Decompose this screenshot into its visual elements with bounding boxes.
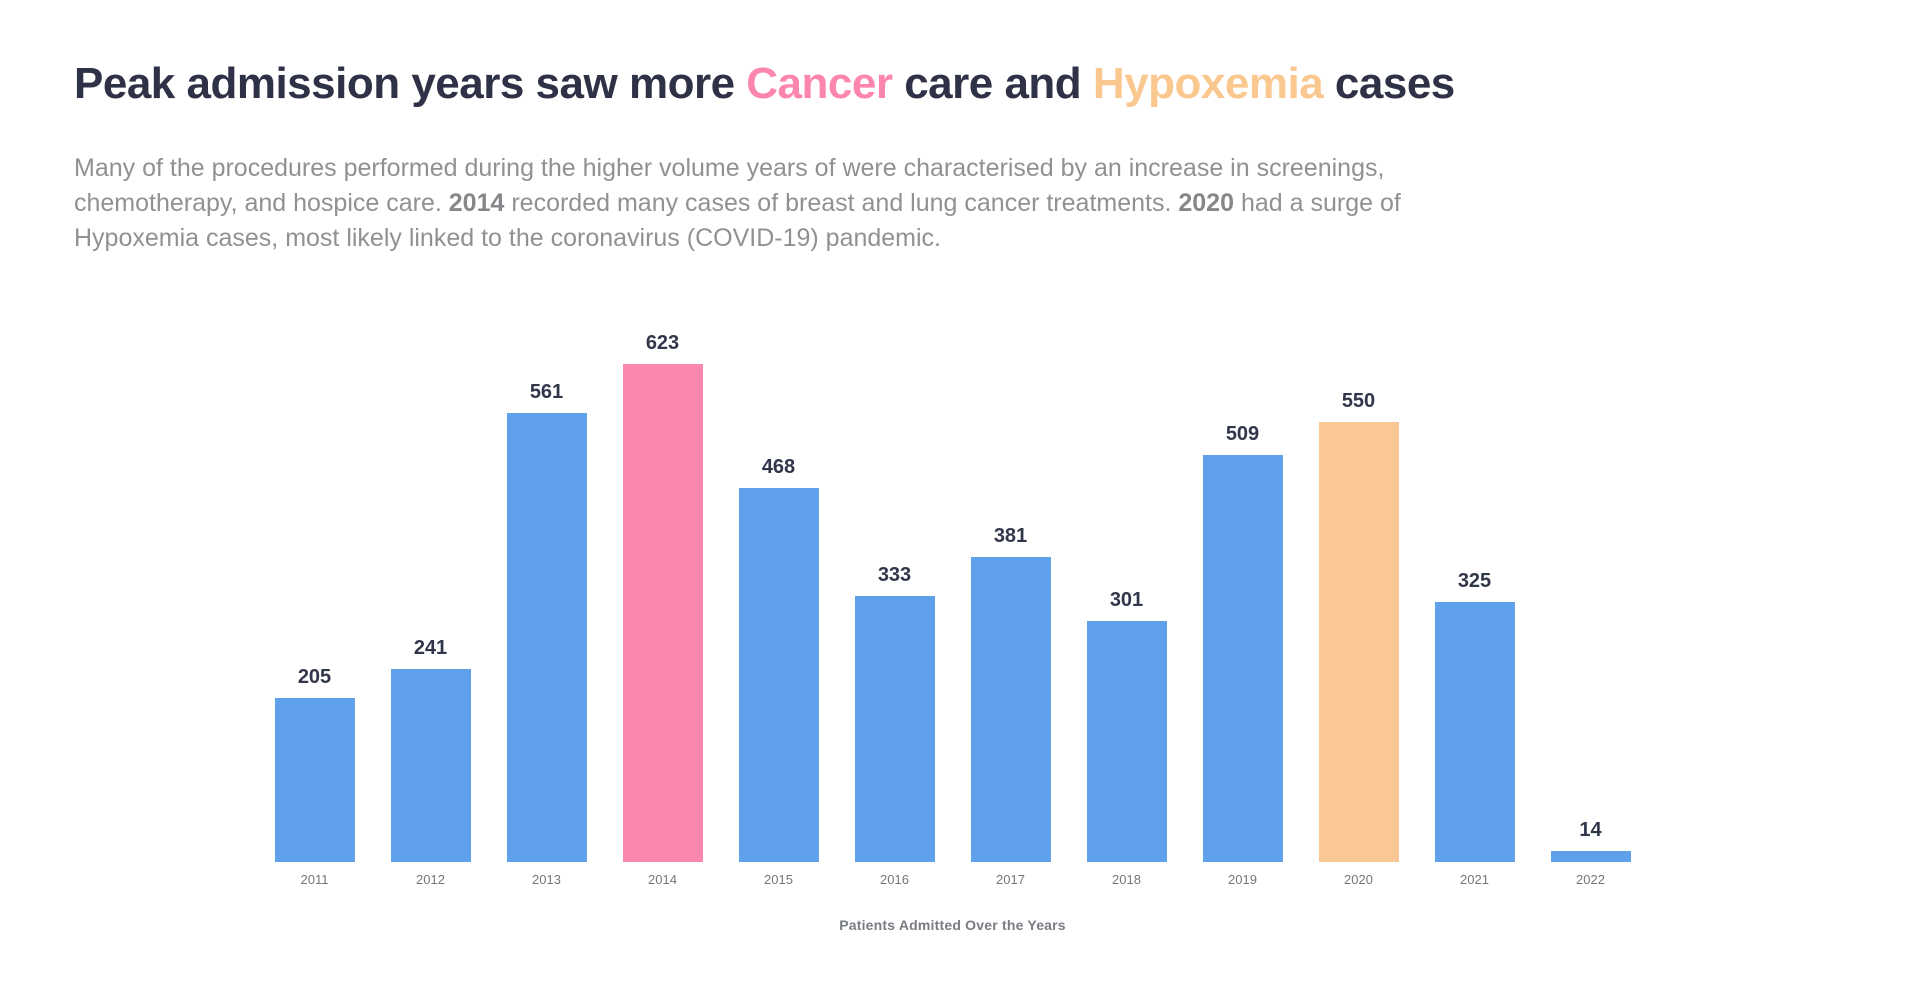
subtitle-year-2014: 2014 bbox=[448, 188, 505, 217]
bar-column-2017: 381 2017 bbox=[970, 524, 1051, 889]
bar-column-2013: 561 2013 bbox=[506, 380, 587, 889]
bar-2022 bbox=[1550, 850, 1631, 862]
bar-value-label: 241 bbox=[413, 636, 448, 659]
bar-value-label: 468 bbox=[761, 455, 796, 478]
bar-value-label: 14 bbox=[1579, 818, 1602, 841]
title-text-3: cases bbox=[1334, 59, 1455, 108]
bar-2013 bbox=[506, 412, 587, 862]
bar-value-label: 381 bbox=[993, 524, 1028, 547]
title-cancer-highlight: Cancer bbox=[746, 59, 893, 108]
bar-chart: 205 2011 241 2012 561 2013 623 2014 468 2015 333 20… bbox=[0, 332, 1905, 933]
bar-column-2015: 468 2015 bbox=[738, 455, 819, 889]
subtitle-year-2020: 2020 bbox=[1178, 188, 1234, 217]
subtitle-line-2: chemotherapy, and hospice care. 2014 rec… bbox=[74, 188, 1401, 217]
x-tick-label: 2020 bbox=[1344, 871, 1373, 887]
bar-column-2019: 509 2019 bbox=[1202, 422, 1283, 889]
bar-2018 bbox=[1086, 620, 1167, 862]
bar-column-2022: 14 2022 bbox=[1550, 818, 1631, 889]
bar-value-label: 205 bbox=[297, 665, 332, 688]
x-tick-label: 2013 bbox=[532, 871, 561, 887]
bar-2021 bbox=[1434, 601, 1515, 862]
bars-row: 205 2011 241 2012 561 2013 623 2014 468 2015 333 20… bbox=[274, 331, 1631, 889]
bar-value-label: 550 bbox=[1341, 389, 1376, 412]
x-tick-label: 2022 bbox=[1576, 871, 1605, 887]
bar-column-2020: 550 2020 bbox=[1318, 389, 1399, 889]
title-text-2: care and bbox=[904, 59, 1082, 108]
bar-2017 bbox=[970, 556, 1051, 862]
title-text-1: Peak admission years saw more bbox=[74, 59, 735, 108]
subtitle-line-1: Many of the procedures performed during … bbox=[74, 153, 1385, 182]
x-tick-label: 2021 bbox=[1460, 871, 1489, 887]
bar-column-2018: 301 2018 bbox=[1086, 588, 1167, 889]
chart-subtitle: Many of the procedures performed during … bbox=[74, 151, 1905, 256]
bar-column-2014: 623 2014 bbox=[622, 331, 703, 889]
bar-2019 bbox=[1202, 454, 1283, 862]
x-axis-title: Patients Admitted Over the Years bbox=[839, 916, 1066, 933]
x-tick-label: 2015 bbox=[764, 871, 793, 887]
x-tick-label: 2018 bbox=[1112, 871, 1141, 887]
x-tick-label: 2019 bbox=[1228, 871, 1257, 887]
chart-header: Peak admission years saw more Cancer car… bbox=[0, 0, 1905, 256]
bar-2012 bbox=[390, 668, 471, 862]
bar-2016 bbox=[854, 595, 935, 862]
x-tick-label: 2012 bbox=[416, 871, 445, 887]
bar-column-2011: 205 2011 bbox=[274, 665, 355, 889]
x-tick-label: 2014 bbox=[648, 871, 677, 887]
bar-2020 bbox=[1318, 421, 1399, 862]
x-tick-label: 2017 bbox=[996, 871, 1025, 887]
x-tick-label: 2016 bbox=[880, 871, 909, 887]
x-tick-label: 2011 bbox=[300, 871, 329, 887]
bar-column-2016: 333 2016 bbox=[854, 563, 935, 889]
title-hypoxemia-highlight: Hypoxemia bbox=[1092, 59, 1324, 108]
bar-column-2021: 325 2021 bbox=[1434, 569, 1515, 889]
bar-value-label: 325 bbox=[1457, 569, 1492, 592]
bar-2014 bbox=[622, 363, 703, 862]
page-title: Peak admission years saw more Cancer car… bbox=[74, 58, 1905, 111]
bar-value-label: 623 bbox=[645, 331, 680, 354]
bar-value-label: 561 bbox=[529, 380, 564, 403]
bar-value-label: 509 bbox=[1225, 422, 1260, 445]
bar-value-label: 333 bbox=[877, 563, 912, 586]
bar-column-2012: 241 2012 bbox=[390, 636, 471, 889]
bar-2011 bbox=[274, 697, 355, 862]
bar-2015 bbox=[738, 487, 819, 862]
subtitle-line-3: Hypoxemia cases, most likely linked to t… bbox=[74, 223, 942, 252]
bar-value-label: 301 bbox=[1109, 588, 1144, 611]
